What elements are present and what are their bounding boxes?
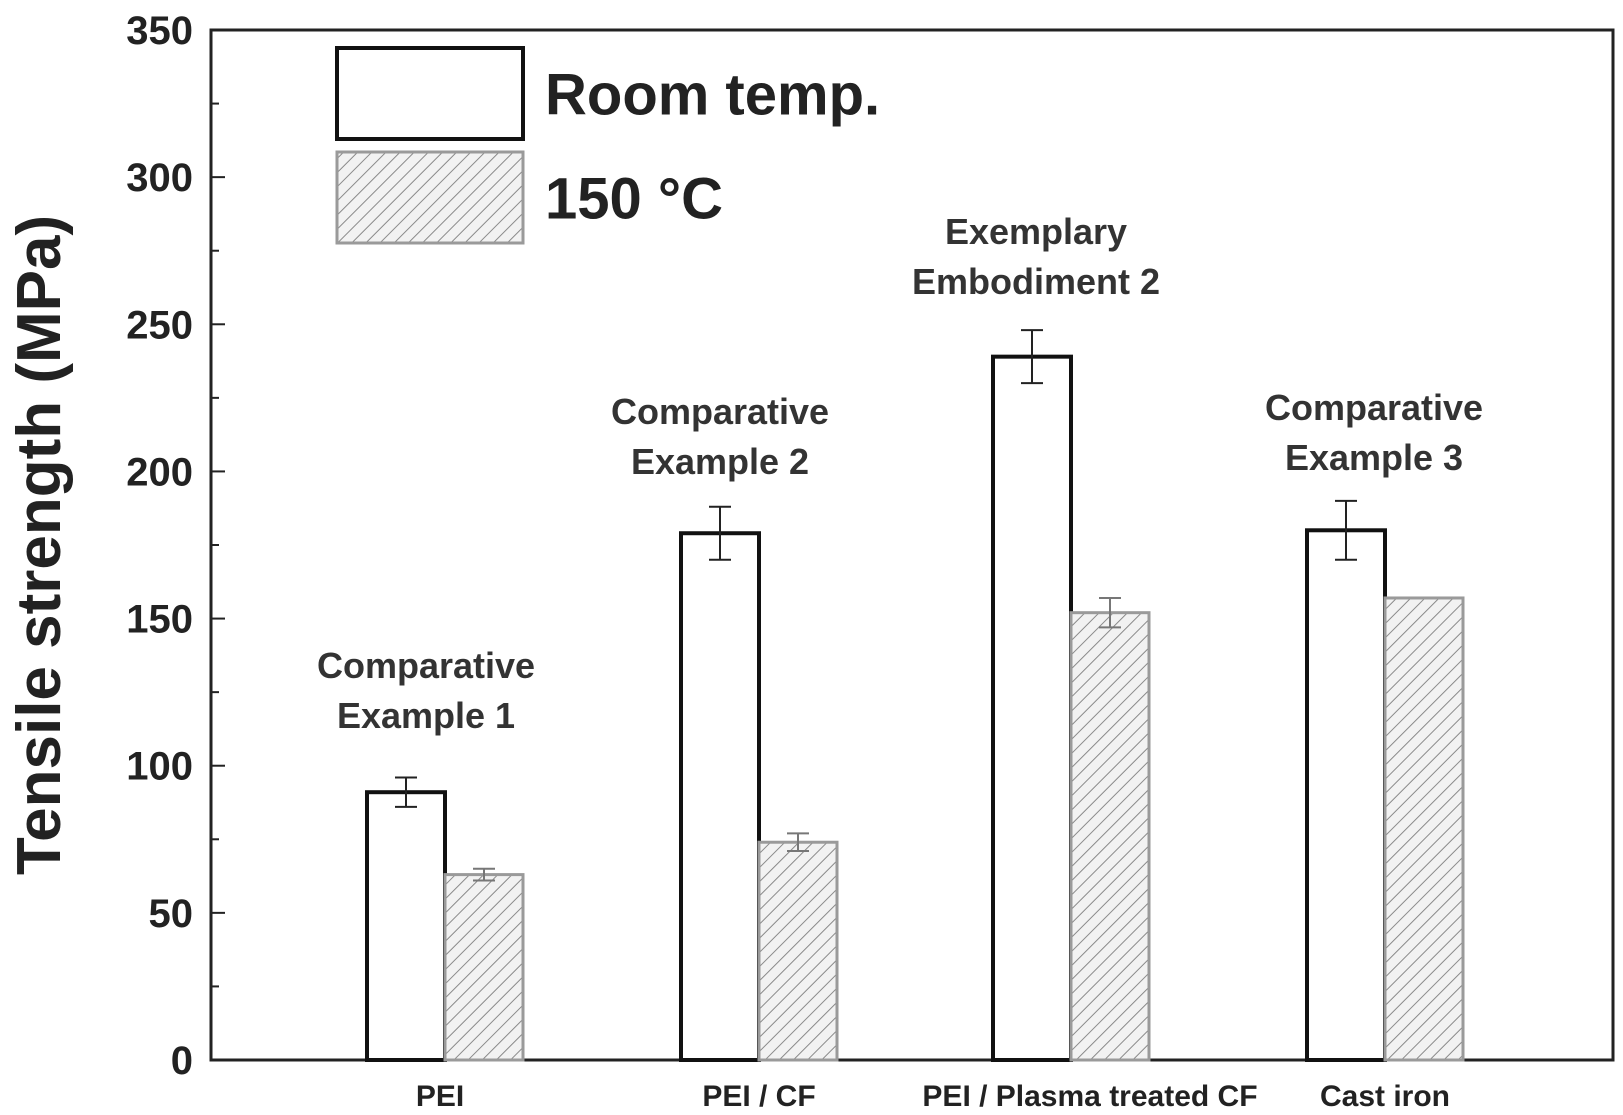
bar-annotation: Comparative <box>317 645 535 686</box>
bar-annotation: Example 3 <box>1285 437 1463 478</box>
bar-150c <box>445 875 523 1060</box>
y-tick-label: 350 <box>126 9 193 53</box>
x-category-label: PEI / Plasma treated CF <box>922 1080 1257 1113</box>
bar-annotation: Example 1 <box>337 695 515 736</box>
y-tick-label: 0 <box>171 1039 193 1083</box>
bar-150c <box>1071 613 1149 1060</box>
bar-annotation: Example 2 <box>631 441 809 482</box>
legend-swatch-room-temp <box>337 48 523 139</box>
bar-annotation: Exemplary <box>945 211 1127 252</box>
y-tick-label: 50 <box>149 892 194 936</box>
bar-room-temp <box>367 792 445 1060</box>
bar-150c <box>759 842 837 1060</box>
x-category-label: Cast iron <box>1320 1080 1450 1113</box>
y-tick-label: 150 <box>126 598 193 642</box>
legend-label: Room temp. <box>545 63 880 128</box>
x-category-label: PEI / CF <box>702 1080 815 1113</box>
y-tick-label: 250 <box>126 303 193 347</box>
bar-room-temp <box>1307 530 1385 1060</box>
y-tick-label: 300 <box>126 156 193 200</box>
legend-swatch-150c <box>337 152 523 243</box>
bar-room-temp <box>993 357 1071 1060</box>
bar-room-temp <box>681 533 759 1060</box>
bar-annotation: Embodiment 2 <box>912 261 1160 302</box>
y-axis-label: Tensile strength (MPa) <box>5 215 74 875</box>
x-category-label: PEI <box>416 1080 464 1113</box>
bar-annotation: Comparative <box>611 391 829 432</box>
bar-150c <box>1385 598 1463 1060</box>
legend-label: 150 °C <box>545 167 723 232</box>
y-tick-label: 200 <box>126 450 193 494</box>
bar-annotation: Comparative <box>1265 387 1483 428</box>
y-tick-label: 100 <box>126 745 193 789</box>
